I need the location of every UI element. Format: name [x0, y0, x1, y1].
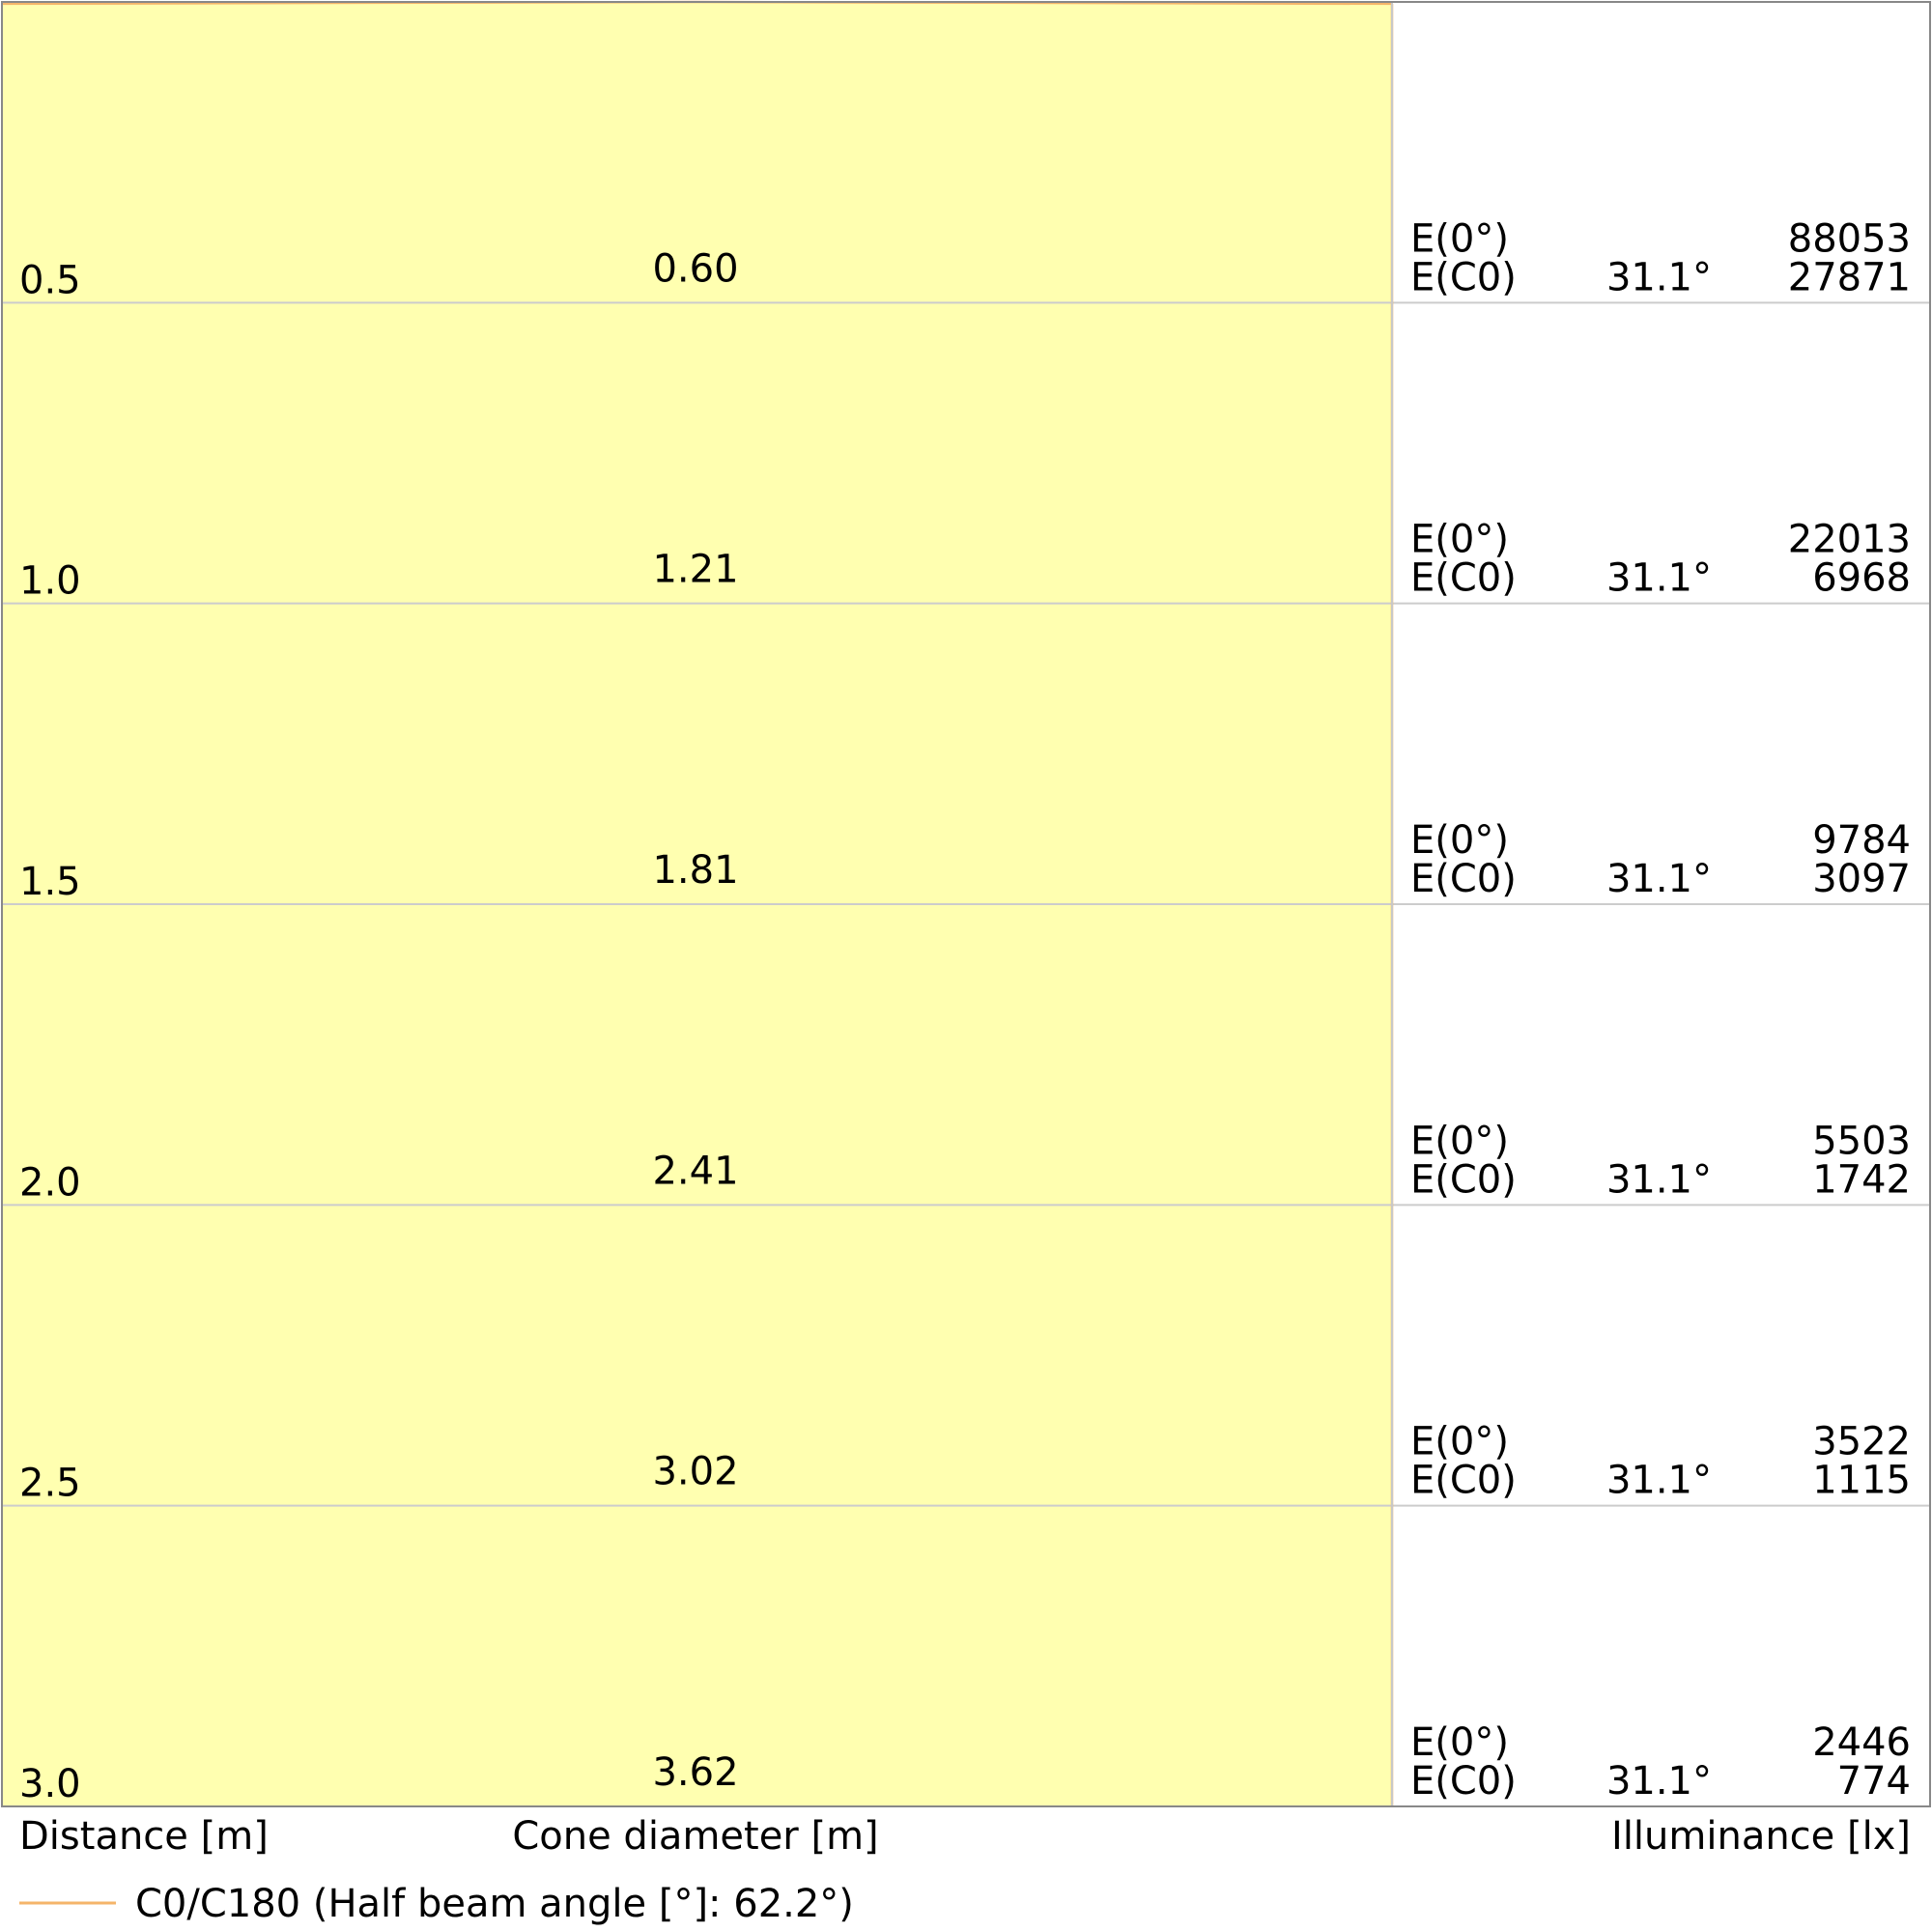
legend-label: C0/C180 (Half beam angle [°]: 62.2°) [135, 1882, 854, 1926]
x-axis-label: Distance [m] [19, 1814, 269, 1859]
distance-label: 0.5 [19, 258, 81, 302]
center-axis-label: Cone diameter [m] [512, 1814, 878, 1859]
diameter-label: 0.60 [652, 246, 738, 291]
ec0-label: E(C0) [1410, 857, 1517, 901]
diameter-label: 3.62 [652, 1750, 738, 1795]
y-axis-label: Illuminance [lx] [1611, 1814, 1911, 1859]
ec0-value: 3097 [1812, 857, 1911, 901]
angle-label: 31.1° [1606, 1157, 1712, 1202]
ec0-value: 1115 [1812, 1459, 1911, 1503]
distance-label: 1.5 [19, 860, 81, 904]
distance-label: 2.0 [19, 1160, 81, 1205]
e0-label: E(0°) [1410, 1720, 1509, 1765]
e0-value: 5503 [1812, 1119, 1911, 1163]
diameter-label: 2.41 [652, 1149, 738, 1193]
e0-value: 2446 [1812, 1720, 1911, 1765]
ec0-value: 1742 [1812, 1157, 1911, 1202]
ec0-value: 6968 [1812, 556, 1911, 601]
angle-label: 31.1° [1606, 1459, 1712, 1503]
e0-value: 3522 [1812, 1420, 1911, 1464]
angle-label: 31.1° [1606, 556, 1712, 601]
distance-label: 2.5 [19, 1462, 81, 1506]
ec0-value: 27871 [1788, 255, 1911, 299]
ec0-label: E(C0) [1410, 255, 1517, 299]
distance-label: 3.0 [19, 1762, 81, 1806]
angle-label: 31.1° [1606, 1759, 1712, 1804]
chart-frame [1, 1, 1931, 1807]
e0-label: E(0°) [1410, 216, 1509, 261]
ec0-label: E(C0) [1410, 1157, 1517, 1202]
e0-value: 88053 [1788, 216, 1911, 261]
e0-label: E(0°) [1410, 1119, 1509, 1163]
ec0-value: 774 [1837, 1759, 1911, 1804]
distance-label: 1.0 [19, 559, 81, 604]
ec0-label: E(C0) [1410, 1759, 1517, 1804]
e0-label: E(0°) [1410, 518, 1509, 562]
diameter-label: 1.21 [652, 548, 738, 592]
diameter-label: 3.02 [652, 1450, 738, 1494]
angle-label: 31.1° [1606, 857, 1712, 901]
grid-lines [2, 301, 1930, 1507]
diameter-label: 1.81 [652, 848, 738, 893]
e0-label: E(0°) [1410, 1420, 1509, 1464]
ec0-label: E(C0) [1410, 1459, 1517, 1503]
e0-value: 9784 [1812, 818, 1911, 863]
angle-label: 31.1° [1606, 255, 1712, 299]
ec0-label: E(C0) [1410, 556, 1517, 601]
e0-value: 22013 [1788, 518, 1911, 562]
e0-label: E(0°) [1410, 818, 1509, 863]
